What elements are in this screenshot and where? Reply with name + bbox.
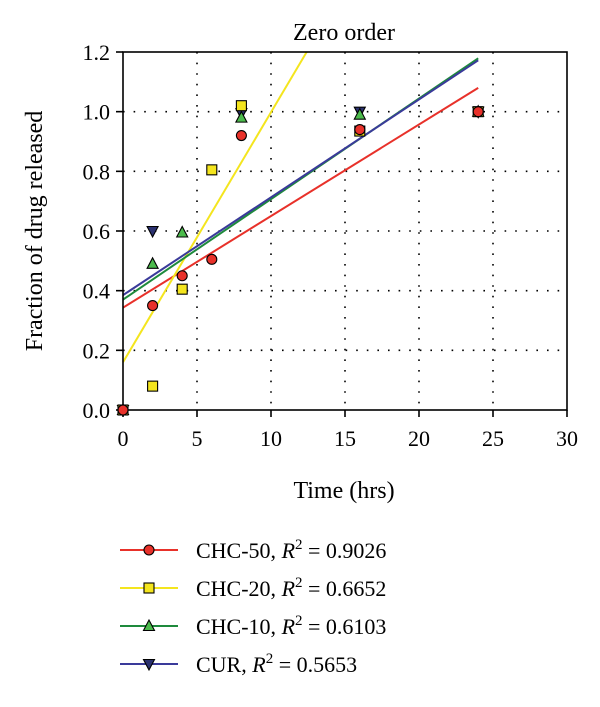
data-point-chc-20 [235,100,247,112]
y-tick-label: 0.6 [83,219,111,244]
x-tick-label: 25 [482,426,504,451]
data-point-chc-10 [234,110,248,123]
grid-lines [123,52,567,410]
legend-swatch-marker [143,582,155,594]
y-axis-label: Fraction of drug released [22,111,48,352]
data-point-chc-50 [354,124,366,136]
legend-label: CUR, R2 = 0.5653 [196,651,357,677]
x-tick-label: 15 [334,426,356,451]
data-point-chc-50 [176,270,188,282]
fit-line-cur [122,59,479,296]
data-point-chc-10 [146,256,160,269]
data-point-cur [146,225,160,239]
y-tick-label: 1.0 [83,100,111,125]
chart-title: Zero order [293,20,395,46]
legend-swatch-marker [142,618,156,632]
data-point-chc-50 [117,404,129,416]
data-point-chc-50 [206,253,218,265]
axis-ticks: 0 5 10 15 20 25 30 0.0 0.2 0.4 0.6 0.8 1.0 1.2 [83,40,579,451]
legend-label: CHC-50, R2 = 0.9026 [196,537,386,563]
x-tick-label: 10 [260,426,282,451]
y-tick-label: 0.0 [83,398,111,423]
y-tick-label: 0.2 [83,338,111,363]
y-tick-label: 0.8 [83,159,111,184]
legend-item-chc-10: CHC-10, R2 = 0.6103 [120,613,386,639]
x-tick-label: 5 [192,426,203,451]
fit-lines [122,51,479,363]
legend: CHC-50, R2 = 0.9026 CHC-20, R2 = 0.6652 CH… [120,537,386,677]
data-point-chc-50 [147,300,159,312]
legend-label: CHC-10, R2 = 0.6103 [196,613,386,639]
legend-swatch-marker [143,544,155,556]
data-point-chc-10 [353,107,367,120]
x-tick-label: 20 [408,426,430,451]
data-markers [116,100,485,418]
data-point-chc-20 [176,283,188,295]
y-tick-label: 0.4 [83,279,111,304]
legend-item-chc-20: CHC-20, R2 = 0.6652 [120,575,386,601]
data-point-chc-20 [206,164,218,176]
data-point-chc-10 [175,225,189,238]
x-tick-label: 0 [118,426,129,451]
data-point-chc-50 [235,129,247,142]
legend-item-chc-50: CHC-50, R2 = 0.9026 [120,537,386,563]
x-tick-label: 30 [556,426,578,451]
legend-label: CHC-20, R2 = 0.6652 [196,575,386,601]
fit-line-chc-20 [122,51,308,363]
legend-item-cur: CUR, R2 = 0.5653 [120,651,357,677]
legend-swatch-marker [142,658,156,672]
data-point-chc-50 [472,106,484,118]
x-axis-label: Time (hrs) [293,478,394,504]
data-point-chc-20 [147,380,159,392]
fit-line-chc-50 [122,87,479,309]
y-tick-label: 1.2 [83,40,111,65]
